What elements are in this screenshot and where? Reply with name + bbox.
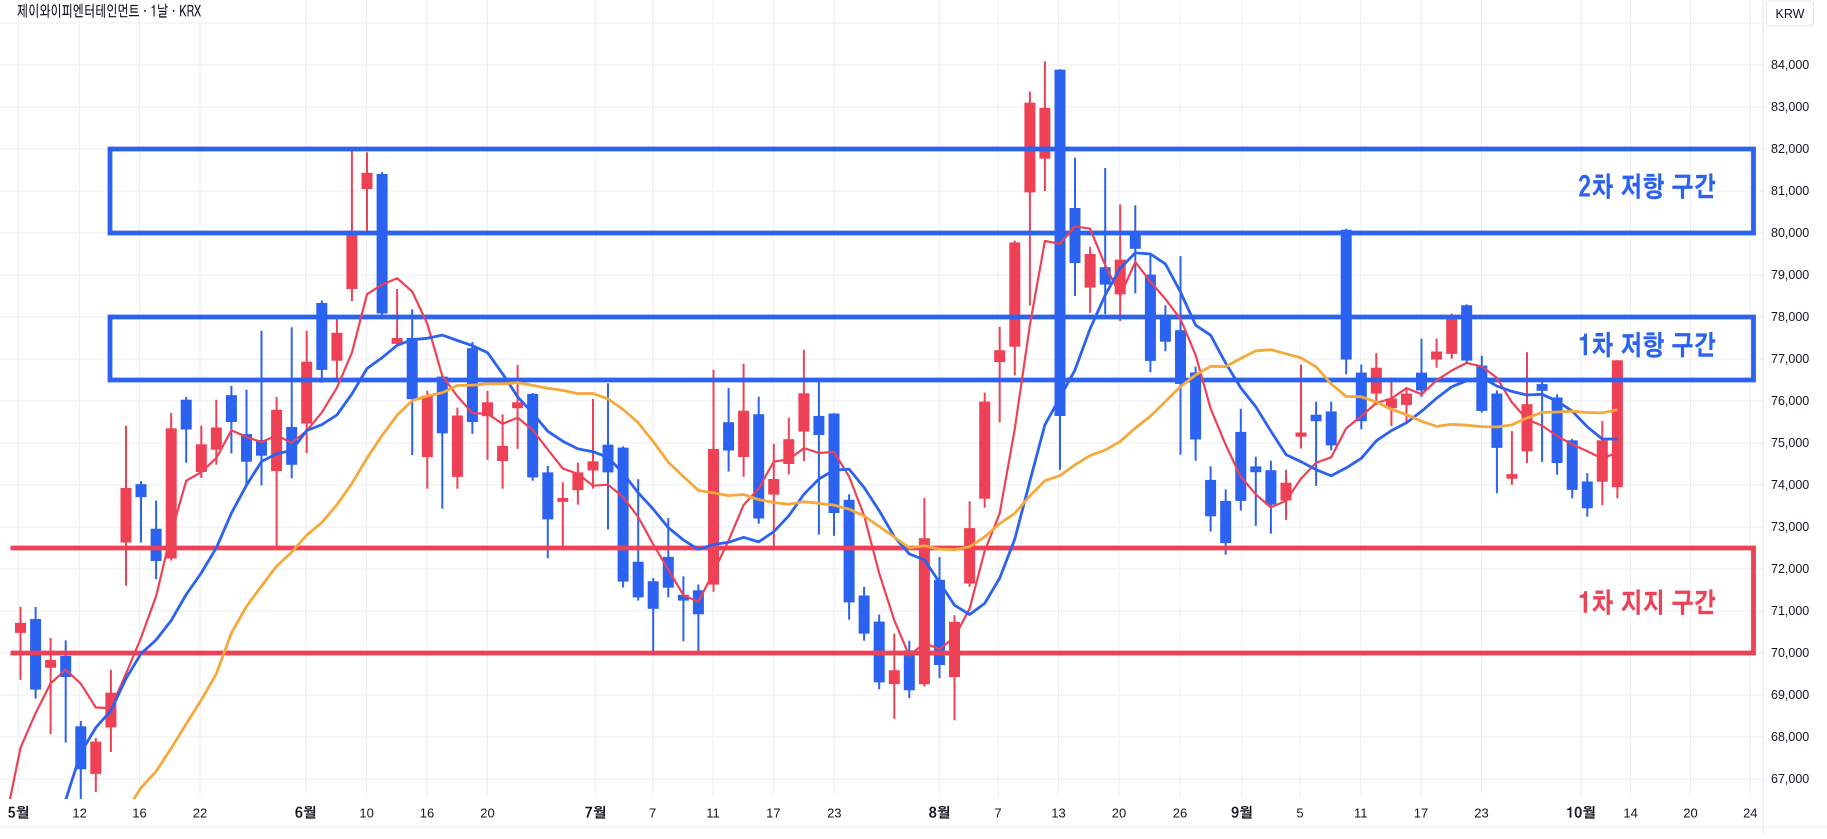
svg-text:79,000: 79,000: [1771, 268, 1809, 282]
svg-text:77,000: 77,000: [1771, 352, 1809, 366]
svg-text:17: 17: [1414, 806, 1428, 821]
svg-text:5: 5: [1296, 806, 1303, 821]
svg-text:82,000: 82,000: [1771, 142, 1809, 156]
svg-text:69,000: 69,000: [1771, 688, 1809, 702]
svg-text:68,000: 68,000: [1771, 730, 1809, 744]
svg-text:23: 23: [827, 806, 841, 821]
svg-text:20: 20: [1112, 806, 1126, 821]
svg-text:7: 7: [994, 806, 1001, 821]
svg-text:20: 20: [480, 806, 494, 821]
svg-text:10: 10: [359, 806, 373, 821]
svg-text:17: 17: [766, 806, 780, 821]
svg-text:24: 24: [1743, 806, 1757, 821]
svg-text:26: 26: [1173, 806, 1187, 821]
svg-text:72,000: 72,000: [1771, 562, 1809, 576]
svg-text:81,000: 81,000: [1771, 184, 1809, 198]
svg-text:78,000: 78,000: [1771, 310, 1809, 324]
svg-text:14: 14: [1623, 806, 1637, 821]
svg-text:70,000: 70,000: [1771, 646, 1809, 660]
svg-text:20: 20: [1683, 806, 1697, 821]
svg-text:22: 22: [193, 806, 207, 821]
svg-text:75,000: 75,000: [1771, 436, 1809, 450]
svg-text:83,000: 83,000: [1771, 100, 1809, 114]
svg-text:KRW: KRW: [1776, 7, 1805, 21]
svg-text:11: 11: [706, 806, 720, 821]
svg-text:13: 13: [1051, 806, 1065, 821]
svg-text:23: 23: [1474, 806, 1488, 821]
svg-text:76,000: 76,000: [1771, 394, 1809, 408]
svg-text:84,000: 84,000: [1771, 58, 1809, 72]
svg-text:71,000: 71,000: [1771, 604, 1809, 618]
svg-text:74,000: 74,000: [1771, 478, 1809, 492]
svg-text:73,000: 73,000: [1771, 520, 1809, 534]
svg-text:11: 11: [1354, 806, 1368, 821]
svg-text:80,000: 80,000: [1771, 226, 1809, 240]
svg-text:12: 12: [72, 806, 86, 821]
svg-text:16: 16: [132, 806, 146, 821]
svg-text:67,000: 67,000: [1771, 772, 1809, 786]
svg-text:7: 7: [649, 806, 656, 821]
svg-text:16: 16: [420, 806, 434, 821]
